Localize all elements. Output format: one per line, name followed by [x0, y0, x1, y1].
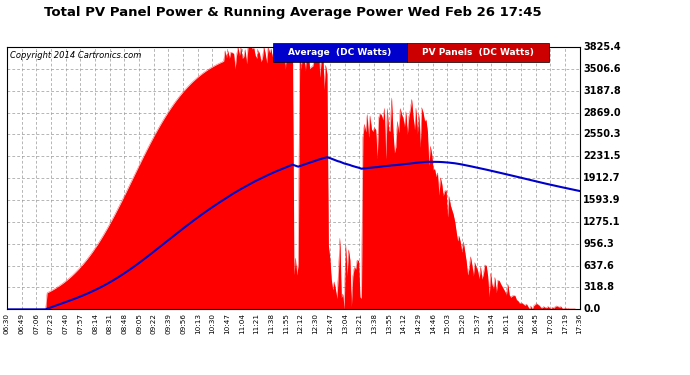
Text: 16:45: 16:45 — [533, 313, 539, 334]
Text: 17:36: 17:36 — [577, 313, 582, 334]
Text: 13:04: 13:04 — [342, 313, 348, 334]
Text: 07:57: 07:57 — [77, 313, 83, 334]
Text: 1275.1: 1275.1 — [583, 217, 620, 227]
Text: 14:46: 14:46 — [430, 313, 436, 334]
Text: 07:23: 07:23 — [48, 313, 54, 334]
Text: 06:30: 06:30 — [4, 313, 10, 334]
Text: 12:47: 12:47 — [327, 313, 333, 334]
Text: 07:40: 07:40 — [63, 313, 68, 334]
Text: 06:49: 06:49 — [19, 313, 25, 334]
Text: 09:39: 09:39 — [166, 313, 171, 334]
Text: 0.0: 0.0 — [583, 304, 600, 314]
Text: 3506.6: 3506.6 — [583, 64, 620, 74]
Text: 12:30: 12:30 — [313, 313, 318, 334]
Text: 16:28: 16:28 — [518, 313, 524, 334]
Text: 10:47: 10:47 — [224, 313, 230, 334]
Text: 15:20: 15:20 — [459, 313, 465, 334]
Text: 1912.7: 1912.7 — [583, 173, 620, 183]
Text: 318.8: 318.8 — [583, 282, 614, 292]
Text: 3187.8: 3187.8 — [583, 86, 621, 96]
Text: 2869.0: 2869.0 — [583, 108, 621, 117]
Text: Average  (DC Watts): Average (DC Watts) — [288, 48, 391, 57]
Text: 13:21: 13:21 — [356, 313, 362, 334]
Text: 11:38: 11:38 — [268, 313, 274, 334]
Text: 11:21: 11:21 — [253, 313, 259, 334]
Text: 637.6: 637.6 — [583, 261, 614, 271]
Text: 16:11: 16:11 — [503, 313, 509, 334]
Text: 13:38: 13:38 — [371, 313, 377, 334]
Text: 09:22: 09:22 — [150, 313, 157, 334]
Text: 15:37: 15:37 — [474, 313, 480, 334]
Text: 14:29: 14:29 — [415, 313, 421, 334]
Text: 13:55: 13:55 — [386, 313, 392, 334]
Text: 15:03: 15:03 — [444, 313, 451, 334]
Text: Total PV Panel Power & Running Average Power Wed Feb 26 17:45: Total PV Panel Power & Running Average P… — [44, 6, 542, 19]
Text: 2550.3: 2550.3 — [583, 129, 620, 140]
Text: 08:14: 08:14 — [92, 313, 98, 334]
Text: 08:31: 08:31 — [107, 313, 112, 334]
Text: 2231.5: 2231.5 — [583, 151, 620, 161]
Text: 956.3: 956.3 — [583, 239, 614, 249]
Text: 11:55: 11:55 — [283, 313, 289, 334]
Text: 11:04: 11:04 — [239, 313, 245, 334]
Text: 1593.9: 1593.9 — [583, 195, 620, 205]
Text: 15:54: 15:54 — [489, 313, 495, 334]
Text: PV Panels  (DC Watts): PV Panels (DC Watts) — [422, 48, 534, 57]
Text: 10:30: 10:30 — [210, 313, 215, 334]
Text: 08:48: 08:48 — [121, 313, 128, 334]
Text: 3825.4: 3825.4 — [583, 42, 621, 52]
Text: 09:56: 09:56 — [180, 313, 186, 334]
Text: 14:12: 14:12 — [400, 313, 406, 334]
Text: 10:13: 10:13 — [195, 313, 201, 334]
Text: 17:02: 17:02 — [547, 313, 553, 334]
Text: 17:19: 17:19 — [562, 313, 568, 334]
Text: 07:06: 07:06 — [33, 313, 39, 334]
Text: 12:12: 12:12 — [297, 313, 304, 334]
Text: 09:05: 09:05 — [136, 313, 142, 334]
Text: Copyright 2014 Cartronics.com: Copyright 2014 Cartronics.com — [10, 51, 141, 60]
